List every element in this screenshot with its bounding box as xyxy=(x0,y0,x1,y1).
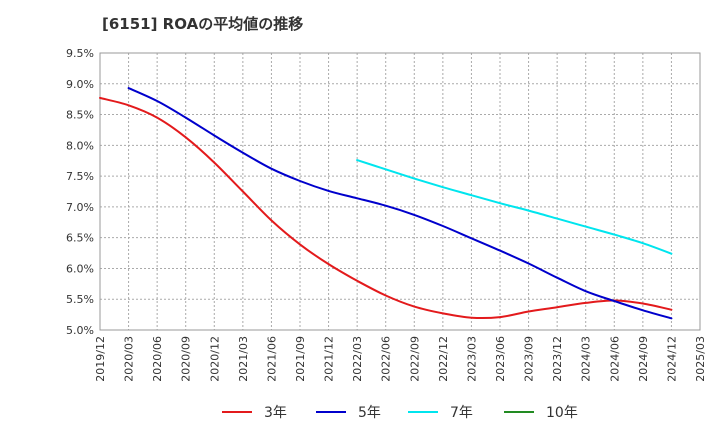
legend-label: 3年 xyxy=(264,405,287,421)
y-tick-label: 7.5% xyxy=(66,170,94,183)
legend: 3年 5年 7年 10年 xyxy=(222,405,578,421)
y-tick-label: 5.0% xyxy=(66,324,94,337)
x-tick-label: 2024/09 xyxy=(637,336,650,382)
series-line-3 xyxy=(356,159,673,255)
y-tick-label: 8.0% xyxy=(66,139,94,152)
legend-label: 7年 xyxy=(450,405,473,421)
x-tick-label: 2022/09 xyxy=(408,336,421,382)
y-tick-label: 7.0% xyxy=(66,201,94,214)
y-axis-ticks: 9.5% 9.0% 8.5% 8.0% 7.5% 7.0% 6.5% 6.0% 5.5% 5.0% xyxy=(66,47,94,337)
y-tick-label: 6.5% xyxy=(66,232,94,245)
x-tick-label: 2021/12 xyxy=(323,336,336,382)
x-tick-label: 2019/12 xyxy=(94,336,107,382)
x-tick-label: 2021/06 xyxy=(265,336,278,382)
y-tick-label: 6.0% xyxy=(66,262,94,275)
x-tick-label: 2020/09 xyxy=(180,336,193,382)
x-tick-label: 2023/03 xyxy=(465,336,478,382)
x-tick-label: 2021/09 xyxy=(294,336,307,382)
y-tick-label: 9.0% xyxy=(66,78,94,91)
plot-frame xyxy=(99,52,701,331)
x-tick-label: 2024/12 xyxy=(665,336,678,382)
x-tick-label: 2023/09 xyxy=(523,336,536,382)
x-tick-label: 2020/03 xyxy=(123,336,136,382)
x-axis-ticks: 2019/12 2020/03 2020/06 2020/09 2020/12 2021/… xyxy=(94,336,707,382)
x-tick-label: 2022/03 xyxy=(351,336,364,382)
legend-label: 10年 xyxy=(546,405,578,421)
y-tick-label: 9.5% xyxy=(66,47,94,60)
series-lines xyxy=(99,87,673,320)
y-tick-label: 8.5% xyxy=(66,109,94,122)
x-tick-label: 2025/03 xyxy=(694,336,707,382)
chart-title: [6151] ROAの平均値の推移 xyxy=(102,15,304,33)
x-tick-label: 2021/03 xyxy=(237,336,250,382)
x-tick-label: 2020/12 xyxy=(208,336,221,382)
x-tick-label: 2022/06 xyxy=(380,336,393,382)
x-tick-label: 2024/03 xyxy=(580,336,593,382)
x-tick-label: 2022/12 xyxy=(437,336,450,382)
x-tick-label: 2020/06 xyxy=(151,336,164,382)
x-tick-label: 2023/12 xyxy=(551,336,564,382)
grid-lines xyxy=(100,53,700,330)
x-tick-label: 2023/06 xyxy=(494,336,507,382)
y-tick-label: 5.5% xyxy=(66,293,94,306)
legend-label: 5年 xyxy=(358,405,381,421)
series-line-1 xyxy=(99,96,673,320)
x-tick-label: 2024/06 xyxy=(608,336,621,382)
series-line-2 xyxy=(127,87,673,320)
